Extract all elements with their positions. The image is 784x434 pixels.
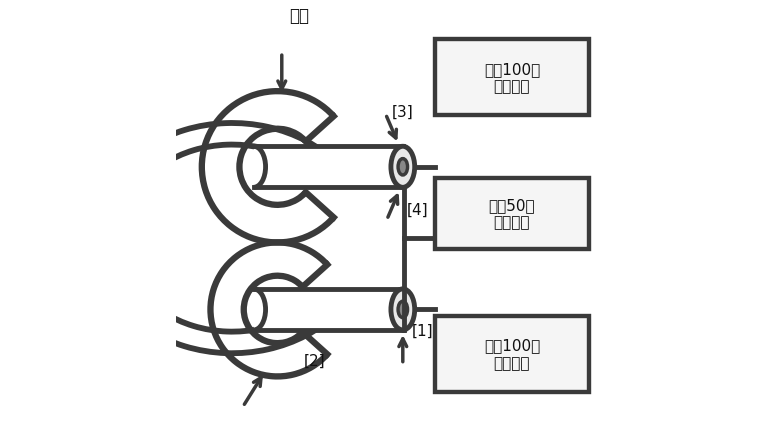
Text: 输出100欧
姆微带线: 输出100欧 姆微带线 [484, 338, 540, 370]
Ellipse shape [398, 159, 408, 176]
Bar [254, 147, 403, 188]
Text: 输入50欧
姆微带线: 输入50欧 姆微带线 [488, 197, 535, 230]
Text: [1]: [1] [412, 322, 433, 338]
Text: [3]: [3] [392, 105, 414, 120]
FancyBboxPatch shape [435, 178, 589, 250]
Text: 输出100欧
姆微带线: 输出100欧 姆微带线 [484, 62, 540, 94]
FancyBboxPatch shape [435, 40, 589, 116]
Bar [254, 289, 403, 330]
Text: [4]: [4] [407, 202, 429, 217]
Ellipse shape [391, 147, 415, 188]
FancyBboxPatch shape [435, 316, 589, 391]
Text: [2]: [2] [303, 353, 325, 368]
Text: 磁环: 磁环 [289, 7, 309, 25]
Ellipse shape [391, 289, 415, 330]
Ellipse shape [398, 302, 408, 318]
